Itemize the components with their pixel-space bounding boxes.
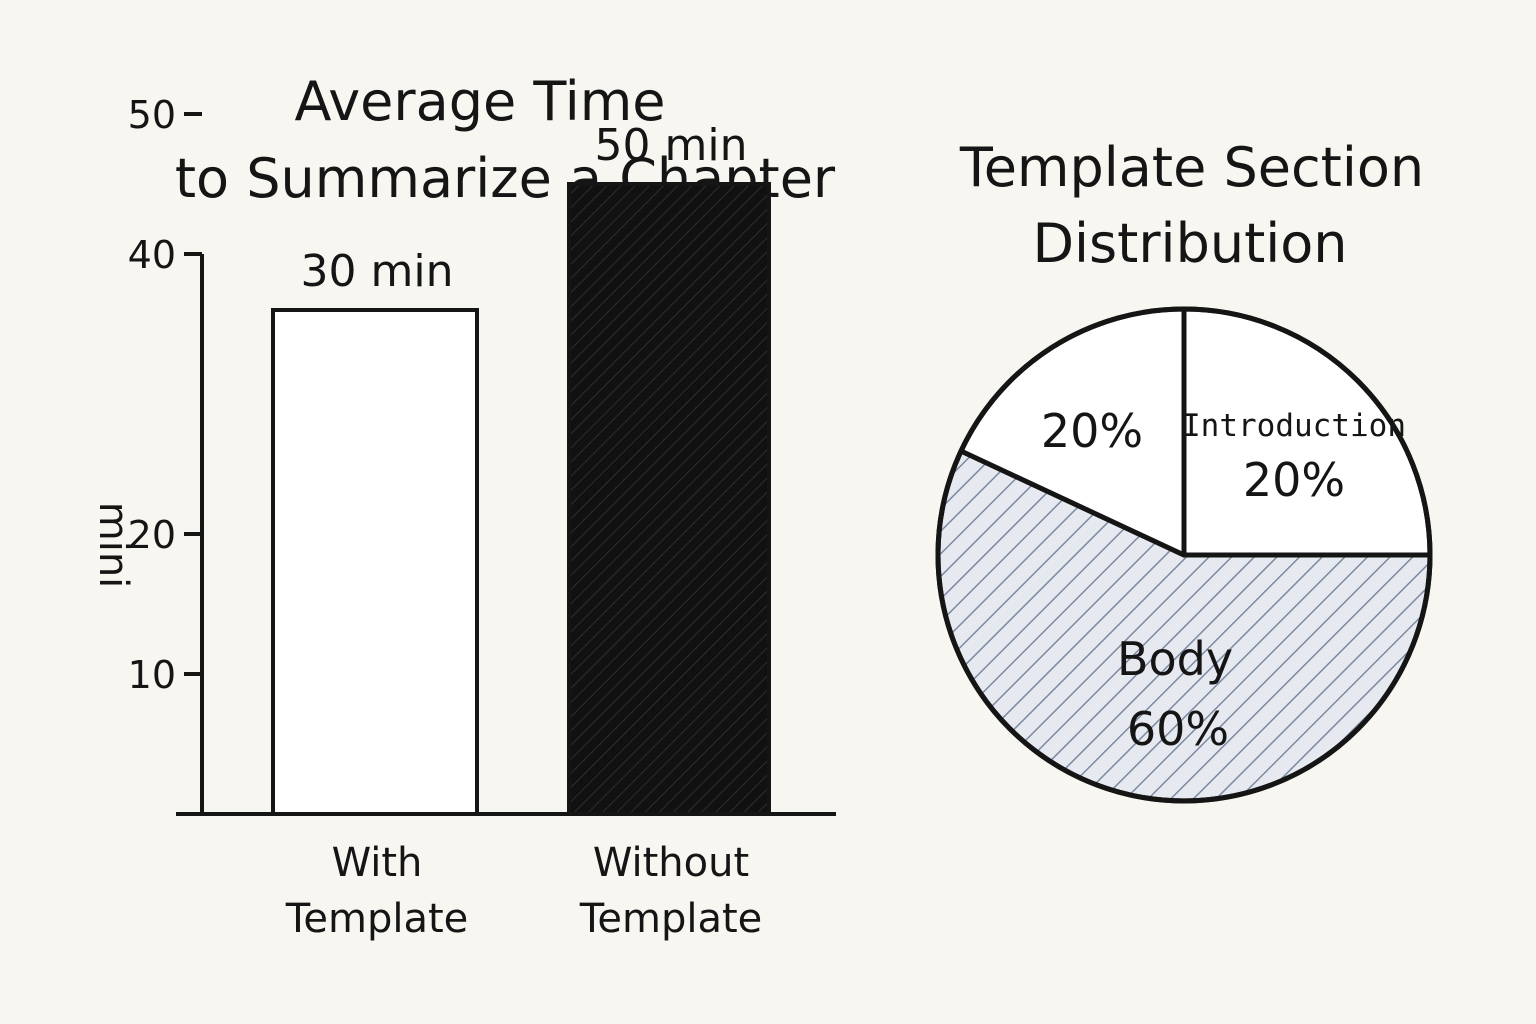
pie-chart-title-line-2: Distribution [1032,212,1347,275]
y-tick-label: 10 [128,653,176,697]
category-label: Without [593,840,749,886]
slice-label-body: Body [1117,632,1233,686]
y-tick-label: 20 [128,513,176,557]
category-label: Template [285,896,469,942]
category-label: Template [579,896,763,942]
y-axis-label: mini [90,502,136,589]
category-labels: With Template Without Template [285,840,763,942]
pie [935,306,1433,804]
slice-value-body: 60% [1127,702,1229,756]
bar-chart: Average Time to Summarize a Chapter mini… [90,70,836,942]
pie-chart: Template Section Distribution Introducti… [935,136,1433,804]
slice-value-other: 20% [1041,404,1143,458]
y-tick-label: 40 [128,233,176,277]
pie-chart-title-line-1: Template Section [959,136,1424,199]
bar [271,308,479,816]
y-ticks: 10 20 40 50 [128,93,202,697]
bar [567,182,771,816]
slice-label-introduction: Introduction [1182,408,1406,444]
bars: 30 min 50 min [271,120,771,816]
bar-chart-title-line-1: Average Time [294,70,665,133]
pie-outline [935,306,1433,804]
slice-value-introduction: 20% [1243,453,1345,507]
bar-data-label: 30 min [301,246,454,297]
bar-data-label: 50 min [595,120,748,171]
y-tick-label: 50 [128,93,176,137]
category-label: With [332,840,423,886]
